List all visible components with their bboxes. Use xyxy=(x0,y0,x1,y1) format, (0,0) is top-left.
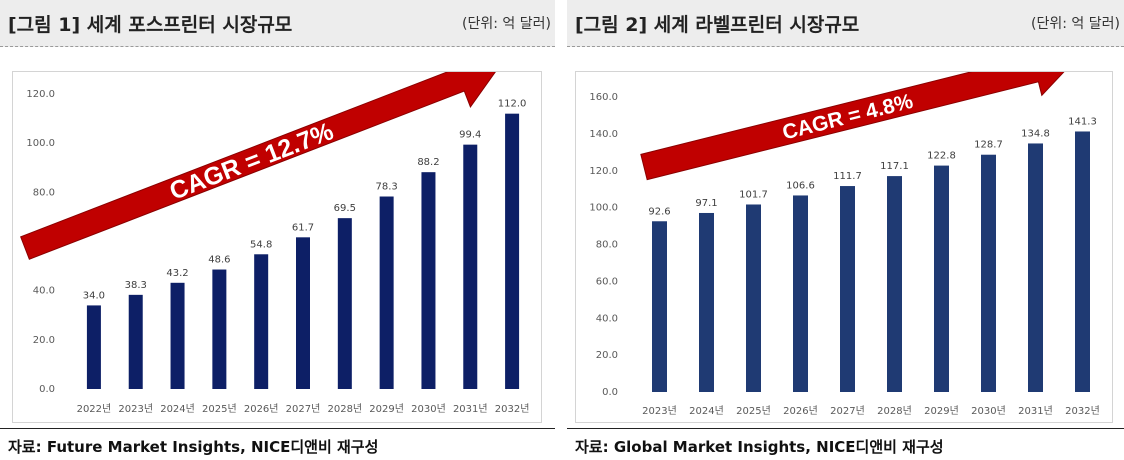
y-tick-label: 140.0 xyxy=(589,129,618,140)
data-label: 88.2 xyxy=(417,157,439,168)
bar xyxy=(1028,143,1043,392)
cagr-arrow-shape xyxy=(640,72,1077,181)
x-tick-label: 2031년 xyxy=(1018,405,1053,417)
data-label: 92.6 xyxy=(648,206,670,217)
y-tick-label: 80.0 xyxy=(33,187,55,198)
figure-2-unit: (단위: 억 달러) xyxy=(1031,16,1120,32)
data-label: 106.6 xyxy=(786,180,815,191)
bar xyxy=(379,196,394,389)
data-label: 112.0 xyxy=(498,99,527,110)
y-tick-label: 120.0 xyxy=(26,89,55,100)
data-label: 61.7 xyxy=(292,222,314,233)
x-tick-label: 2028년 xyxy=(877,405,912,417)
bar xyxy=(86,305,101,389)
figure-1-unit: (단위: 억 달러) xyxy=(462,16,551,32)
figure-1-title: [그림 1] 세계 포스프린터 시장규모 xyxy=(8,14,293,36)
x-tick-label: 2027년 xyxy=(286,403,321,415)
x-tick-label: 2027년 xyxy=(830,405,865,417)
bar xyxy=(337,218,352,389)
data-label: 101.7 xyxy=(739,189,768,200)
x-tick-label: 2028년 xyxy=(327,403,362,415)
figure-2-header: [그림 2] 세계 라벨프린터 시장규모 (단위: 억 달러) xyxy=(567,0,1124,47)
data-label: 128.7 xyxy=(974,140,1003,151)
bar xyxy=(699,212,714,392)
data-label: 38.3 xyxy=(125,280,147,291)
figure-1-source: 자료: Future Market Insights, NICE디앤비 재구성 xyxy=(8,438,379,456)
figure-2-source: 자료: Global Market Insights, NICE디앤비 재구성 xyxy=(575,438,944,456)
data-label: 117.1 xyxy=(880,161,909,172)
x-tick-label: 2025년 xyxy=(736,405,771,417)
figure-2-footer: 자료: Global Market Insights, NICE디앤비 재구성 xyxy=(567,428,1124,460)
y-tick-label: 40.0 xyxy=(596,313,618,324)
y-tick-label: 80.0 xyxy=(596,240,618,251)
data-label: 69.5 xyxy=(334,203,356,214)
x-tick-label: 2026년 xyxy=(783,405,818,417)
x-tick-label: 2024년 xyxy=(689,405,724,417)
data-label: 141.3 xyxy=(1068,116,1097,127)
data-label: 78.3 xyxy=(376,182,398,193)
data-label: 34.0 xyxy=(83,290,105,301)
bar xyxy=(296,237,310,389)
data-label: 111.7 xyxy=(833,171,862,182)
data-label: 99.4 xyxy=(459,130,481,141)
bar xyxy=(463,144,478,389)
x-tick-label: 2032년 xyxy=(495,403,530,415)
bar xyxy=(887,176,902,392)
cagr-label: CAGR = 12.7% xyxy=(166,117,337,205)
x-tick-label: 2029년 xyxy=(369,403,404,415)
figure-1-footer: 자료: Future Market Insights, NICE디앤비 재구성 xyxy=(0,428,555,460)
figure-2-chart-area: 0.0 20.0 40.0 60.0 80.0 100.0 120.0 140.0 160.0 C… xyxy=(575,71,1113,423)
data-label: 134.8 xyxy=(1021,128,1050,139)
y-tick-label: 0.0 xyxy=(39,384,55,395)
bar xyxy=(505,113,520,389)
x-tick-label: 2022년 xyxy=(77,403,112,415)
x-tick-label: 2025년 xyxy=(202,403,237,415)
bar xyxy=(170,282,185,389)
y-tick-label: 0.0 xyxy=(602,387,618,398)
cagr-arrow-shape xyxy=(20,72,502,260)
bar xyxy=(254,254,269,389)
x-tick-label: 2032년 xyxy=(1065,405,1100,417)
x-tick-label: 2023년 xyxy=(118,403,153,415)
bar xyxy=(793,195,808,392)
x-tick-label: 2030년 xyxy=(971,405,1006,417)
x-tick-label: 2026년 xyxy=(244,403,279,415)
bar xyxy=(652,221,667,392)
y-tick-label: 100.0 xyxy=(26,138,55,149)
bar xyxy=(981,154,996,392)
data-label: 97.1 xyxy=(695,198,717,209)
bar xyxy=(212,269,227,389)
y-tick-label: 160.0 xyxy=(589,92,618,103)
bar xyxy=(746,204,761,392)
figure-2-title: [그림 2] 세계 라벨프린터 시장규모 xyxy=(575,14,860,36)
y-tick-label: 120.0 xyxy=(589,166,618,177)
data-label: 43.2 xyxy=(166,268,188,279)
y-tick-label: 100.0 xyxy=(589,203,618,214)
data-label: 48.6 xyxy=(208,255,230,266)
figure-2-panel: [그림 2] 세계 라벨프린터 시장규모 (단위: 억 달러) 0.0 20.0 4… xyxy=(567,0,1124,459)
data-label: 122.8 xyxy=(927,151,956,162)
data-label: 54.8 xyxy=(250,239,272,250)
bar xyxy=(421,172,436,389)
bar xyxy=(128,294,143,389)
x-tick-label: 2031년 xyxy=(453,403,488,415)
bar xyxy=(1075,131,1090,392)
y-tick-label: 20.0 xyxy=(33,335,55,346)
y-tick-label: 20.0 xyxy=(596,350,618,361)
figure-1-panel: [그림 1] 세계 포스프린터 시장규모 (단위: 억 달러) 0.0 20.0 4… xyxy=(0,0,555,459)
bar xyxy=(934,165,949,392)
figure-1-header: [그림 1] 세계 포스프린터 시장규모 (단위: 억 달러) xyxy=(0,0,555,47)
x-tick-label: 2029년 xyxy=(924,405,959,417)
bar xyxy=(840,186,855,392)
x-tick-label: 2030년 xyxy=(411,403,446,415)
x-tick-label: 2024년 xyxy=(160,403,195,415)
x-tick-label: 2023년 xyxy=(642,405,677,417)
y-tick-label: 60.0 xyxy=(596,276,618,287)
y-tick-label: 40.0 xyxy=(33,286,55,297)
